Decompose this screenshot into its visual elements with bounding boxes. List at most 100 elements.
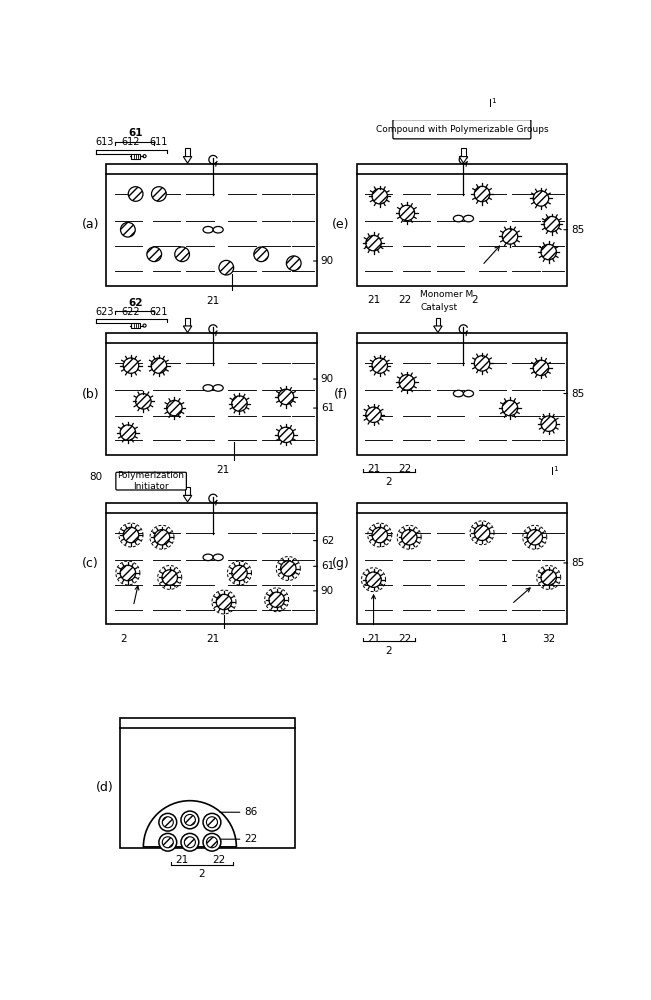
Circle shape	[181, 833, 199, 851]
Polygon shape	[184, 495, 192, 502]
Bar	[462, 148, 465, 157]
Circle shape	[181, 811, 199, 829]
Circle shape	[366, 407, 381, 422]
Circle shape	[269, 592, 284, 607]
Circle shape	[152, 187, 166, 201]
Circle shape	[541, 416, 557, 431]
Text: (f): (f)	[334, 388, 348, 401]
Circle shape	[162, 817, 173, 828]
Bar	[186, 487, 189, 495]
Text: 32: 32	[542, 634, 555, 644]
Ellipse shape	[464, 215, 473, 222]
Text: (d): (d)	[96, 781, 113, 794]
Circle shape	[281, 561, 296, 576]
Circle shape	[123, 358, 139, 373]
Text: 622: 622	[122, 307, 140, 317]
Text: 22: 22	[398, 295, 411, 305]
Ellipse shape	[213, 385, 223, 391]
Circle shape	[372, 358, 387, 373]
Text: Compound with Polymerizable Groups: Compound with Polymerizable Groups	[376, 125, 548, 134]
Text: 613: 613	[96, 137, 114, 147]
Circle shape	[366, 235, 381, 251]
Circle shape	[216, 594, 232, 610]
Circle shape	[203, 833, 221, 851]
Circle shape	[128, 187, 143, 201]
Circle shape	[502, 400, 518, 416]
Text: 62: 62	[321, 536, 334, 546]
Circle shape	[206, 817, 217, 828]
Text: 85: 85	[571, 225, 585, 235]
Circle shape	[527, 530, 542, 545]
Text: 21: 21	[206, 296, 220, 306]
Circle shape	[399, 375, 415, 390]
Text: 62: 62	[128, 298, 143, 308]
Ellipse shape	[453, 215, 464, 222]
Text: 621: 621	[150, 307, 168, 317]
Circle shape	[162, 837, 173, 848]
Ellipse shape	[203, 226, 213, 233]
Text: 61: 61	[321, 561, 334, 571]
Bar	[357, 164, 567, 286]
Circle shape	[372, 527, 387, 543]
Text: I$^1$: I$^1$	[549, 464, 559, 478]
Bar	[106, 503, 317, 624]
Ellipse shape	[464, 390, 473, 397]
Circle shape	[159, 813, 176, 831]
Bar	[120, 718, 294, 848]
Polygon shape	[184, 326, 192, 333]
Bar	[357, 333, 567, 455]
Bar	[132, 323, 140, 328]
Text: 2: 2	[198, 869, 205, 879]
Circle shape	[203, 813, 221, 831]
Circle shape	[232, 396, 247, 411]
Text: 2: 2	[385, 477, 392, 487]
Text: 21: 21	[176, 855, 189, 865]
Text: 21: 21	[367, 464, 380, 474]
Text: 21: 21	[367, 295, 380, 305]
Text: 61: 61	[321, 403, 334, 413]
Text: 623: 623	[96, 307, 114, 317]
Text: 61: 61	[128, 128, 143, 138]
Circle shape	[120, 425, 135, 440]
Text: I$^1$: I$^1$	[488, 96, 497, 110]
Circle shape	[541, 244, 557, 260]
Circle shape	[533, 360, 549, 376]
Circle shape	[174, 247, 189, 262]
Bar	[106, 164, 317, 286]
Circle shape	[219, 260, 234, 275]
Text: 22: 22	[213, 855, 226, 865]
Circle shape	[120, 222, 135, 237]
Circle shape	[544, 216, 560, 232]
Circle shape	[502, 229, 518, 244]
Circle shape	[475, 356, 490, 371]
Circle shape	[372, 189, 387, 204]
Circle shape	[167, 400, 182, 416]
Circle shape	[533, 191, 549, 206]
Circle shape	[278, 389, 294, 405]
Circle shape	[154, 530, 170, 545]
Text: 2: 2	[120, 634, 126, 644]
Bar	[186, 318, 189, 326]
Text: 21: 21	[215, 465, 229, 475]
Polygon shape	[459, 157, 467, 163]
Circle shape	[159, 833, 176, 851]
Polygon shape	[434, 326, 442, 333]
Circle shape	[366, 572, 381, 587]
Text: 1: 1	[501, 634, 507, 644]
Bar	[186, 148, 189, 157]
Circle shape	[151, 358, 167, 373]
Bar	[132, 154, 140, 159]
Circle shape	[162, 570, 178, 585]
Bar	[436, 318, 440, 326]
Text: (e): (e)	[332, 218, 350, 231]
Text: 86: 86	[244, 807, 257, 817]
Text: (g): (g)	[332, 557, 350, 570]
Circle shape	[475, 186, 490, 202]
Circle shape	[254, 247, 268, 262]
Circle shape	[278, 427, 294, 443]
Circle shape	[232, 565, 247, 581]
Text: 80: 80	[89, 472, 102, 482]
Circle shape	[147, 247, 161, 262]
Text: 21: 21	[206, 634, 220, 644]
Circle shape	[135, 394, 151, 409]
